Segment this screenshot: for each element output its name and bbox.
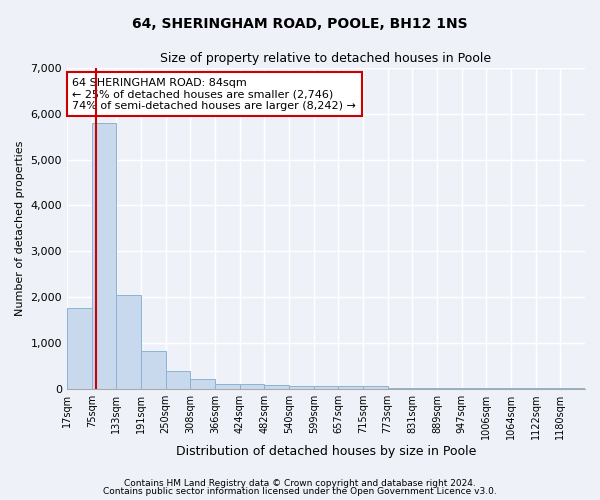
Bar [338,386,363,388]
Bar [314,386,338,388]
Title: Size of property relative to detached houses in Poole: Size of property relative to detached ho… [160,52,491,66]
Bar [215,384,239,388]
Text: Contains public sector information licensed under the Open Government Licence v3: Contains public sector information licen… [103,487,497,496]
Bar [363,386,388,388]
Bar [265,385,289,388]
Bar [239,384,265,388]
Text: Contains HM Land Registry data © Crown copyright and database right 2024.: Contains HM Land Registry data © Crown c… [124,478,476,488]
X-axis label: Distribution of detached houses by size in Poole: Distribution of detached houses by size … [176,444,476,458]
Y-axis label: Number of detached properties: Number of detached properties [15,140,25,316]
Bar [67,308,92,388]
Bar [289,386,314,388]
Bar [141,351,166,389]
Bar [190,378,215,388]
Bar [116,294,141,388]
Bar [166,371,190,388]
Bar [92,123,116,388]
Text: 64, SHERINGHAM ROAD, POOLE, BH12 1NS: 64, SHERINGHAM ROAD, POOLE, BH12 1NS [132,18,468,32]
Text: 64 SHERINGHAM ROAD: 84sqm
← 25% of detached houses are smaller (2,746)
74% of se: 64 SHERINGHAM ROAD: 84sqm ← 25% of detac… [72,78,356,111]
